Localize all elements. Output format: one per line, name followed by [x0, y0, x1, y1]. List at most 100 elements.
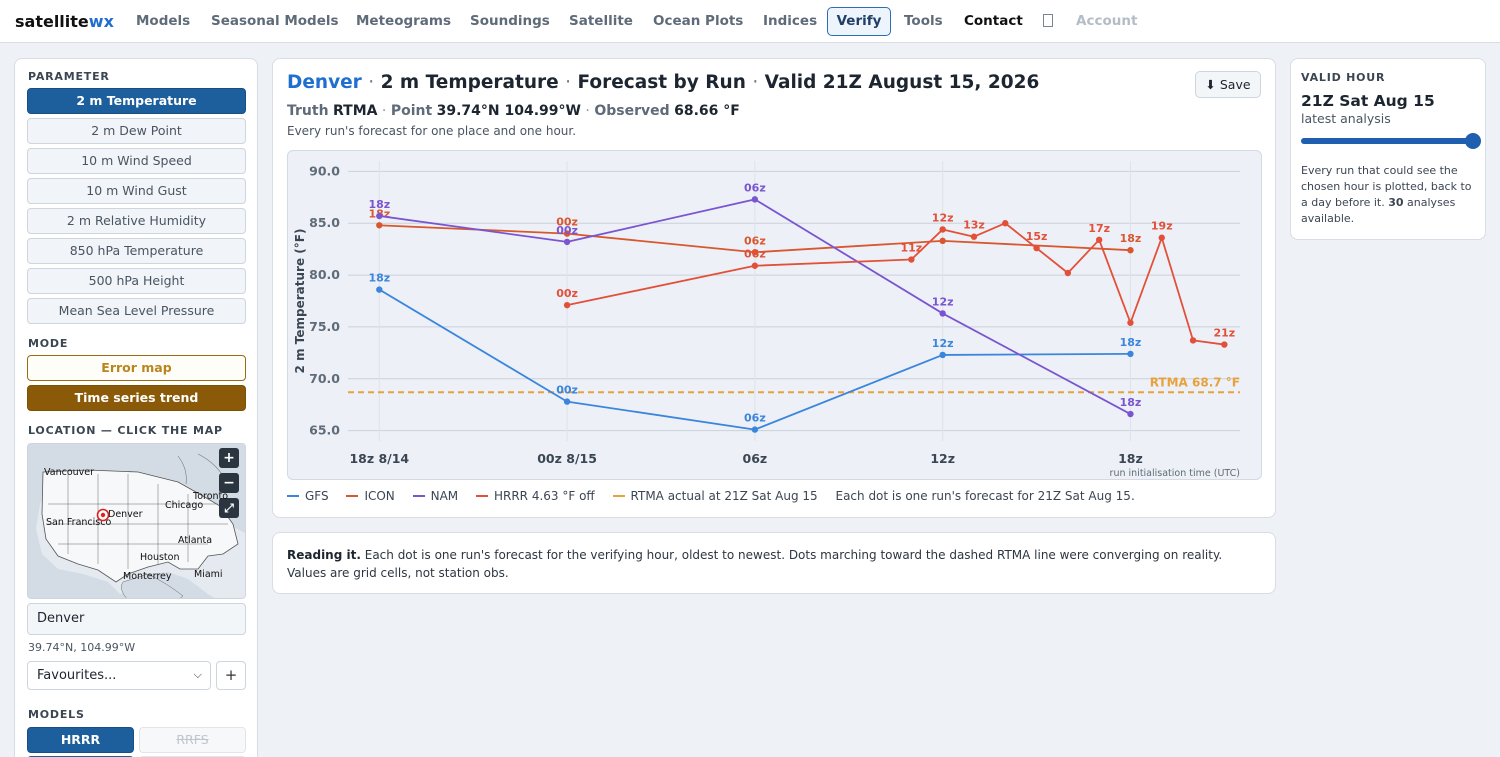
top-nav: satellitewx Models Seasonal Models Meteo… [0, 0, 1500, 43]
note-text: Every run that could see the chosen hour… [1301, 164, 1472, 209]
title-valid: Valid 21Z August 15, 2026 [764, 72, 1040, 93]
theme-toggle-icon[interactable] [1043, 14, 1053, 31]
legend-item-gfs[interactable]: GFS [287, 489, 329, 503]
model-hrrr-button[interactable]: HRRR [27, 727, 134, 753]
x-tick-label: 12z [930, 451, 955, 466]
observed-value: 68.66 °F [674, 103, 740, 119]
reading-body: Each dot is one run's forecast for the v… [287, 548, 1223, 580]
mode-error-map-button[interactable]: Error map [27, 355, 246, 381]
analyses-count: 30 [1388, 196, 1404, 209]
nav-tools[interactable]: Tools [904, 13, 943, 29]
nav-satellite[interactable]: Satellite [569, 13, 633, 29]
param-10m-wind-gust[interactable]: 10 m Wind Gust [27, 178, 246, 204]
slider-fill [1301, 138, 1473, 144]
observed-key: Observed [594, 103, 670, 119]
add-favourite-button[interactable]: + [216, 661, 246, 690]
data-label-icon: 06z [744, 234, 766, 247]
data-point-icon [563, 230, 571, 237]
data-label-gfs: 06z [744, 412, 766, 425]
legend-label: ICON [364, 489, 395, 503]
model-rrfs-button[interactable]: RRFS [139, 727, 246, 753]
param-10m-wind-speed[interactable]: 10 m Wind Speed [27, 148, 246, 174]
models-label: MODELS [28, 708, 85, 721]
data-point-hrrr [1221, 341, 1228, 348]
y-tick-label: 75.0 [309, 319, 340, 334]
data-point-nam [563, 238, 571, 246]
y-tick-label: 65.0 [309, 423, 340, 438]
y-tick-label: 70.0 [309, 371, 340, 386]
data-point-gfs [563, 398, 571, 405]
nav-contact[interactable]: Contact [964, 13, 1023, 29]
note-text-end: analyses available. [1301, 196, 1456, 225]
param-2m-relative-humidity[interactable]: 2 m Relative Humidity [27, 208, 246, 234]
nav-models[interactable]: Models [136, 13, 191, 29]
expand-map-button[interactable]: ⤢ [219, 498, 239, 518]
nav-account[interactable]: Account [1076, 13, 1138, 29]
data-point-hrrr [939, 226, 946, 233]
legend-swatch [287, 494, 299, 497]
param-2m-dew-point[interactable]: 2 m Dew Point [27, 118, 246, 144]
favourites-select[interactable]: Favourites... ⌵ [27, 661, 211, 690]
mode-time-series-button[interactable]: Time series trend [27, 385, 246, 411]
city-label-toronto: Toronto [193, 491, 229, 502]
data-label-nam: 06z [744, 181, 766, 194]
data-point-icon [1127, 246, 1134, 254]
rtma-reference-label: RTMA 68.7 °F [1150, 375, 1240, 389]
y-tick-label: 90.0 [309, 163, 340, 178]
legend-item-icon[interactable]: ICON [346, 489, 395, 503]
x-tick-label: 00z 8/15 [537, 451, 597, 466]
title-sep: · [368, 72, 375, 93]
location-label: LOCATION — CLICK THE MAP [28, 424, 223, 437]
valid-hour-slider[interactable] [1301, 133, 1481, 149]
param-850hpa-temperature[interactable]: 850 hPa Temperature [27, 238, 246, 264]
nav-meteograms[interactable]: Meteograms [356, 13, 452, 29]
zoom-out-button[interactable]: − [219, 473, 239, 493]
param-mslp[interactable]: Mean Sea Level Pressure [27, 298, 246, 324]
title-sep: · [752, 72, 759, 93]
data-label-hrrr: 06z [744, 248, 766, 261]
sub-sep: · [381, 103, 387, 119]
data-point-hrrr [970, 233, 978, 240]
data-point-hrrr [563, 301, 571, 309]
chart-description: Every run's forecast for one place and o… [287, 124, 577, 138]
city-label-miami: Miami [194, 569, 223, 580]
data-point-nam [751, 196, 759, 203]
legend-label: HRRR 4.63 °F off [493, 489, 595, 503]
data-label-icon: 00z [556, 216, 578, 229]
legend-item-nam[interactable]: NAM [412, 489, 458, 503]
legend-label: RTMA actual at 21Z Sat Aug 15 [630, 489, 818, 503]
data-point-gfs [939, 351, 946, 359]
data-label-gfs: 18z [1120, 336, 1142, 349]
page-title: Denver · 2 m Temperature · Forecast by R… [287, 72, 1039, 93]
selected-location-marker [96, 508, 110, 522]
nav-seasonal-models[interactable]: Seasonal Models [211, 13, 339, 29]
data-point-icon [939, 237, 946, 245]
nav-soundings[interactable]: Soundings [470, 13, 550, 29]
brand-logo[interactable]: satellitewx [15, 12, 114, 31]
data-label-hrrr: 17z [1088, 222, 1110, 235]
data-label-gfs: 18z [368, 272, 390, 285]
nav-verify[interactable]: Verify [827, 7, 891, 36]
param-500hpa-height[interactable]: 500 hPa Height [27, 268, 246, 294]
legend-item-hrrr[interactable]: HRRR 4.63 °F off [475, 489, 595, 503]
zoom-in-button[interactable]: + [219, 448, 239, 468]
data-label-gfs: 12z [932, 337, 954, 350]
city-label-vancouver: Vancouver [44, 467, 95, 478]
legend-item-rtma[interactable]: RTMA actual at 21Z Sat Aug 15 [612, 489, 818, 503]
chevron-down-icon: ⌵ [193, 668, 202, 681]
nav-ocean-plots[interactable]: Ocean Plots [653, 13, 744, 29]
location-map[interactable]: + − ⤢ Vancouver Toronto Chicago Denver S… [27, 443, 246, 599]
data-label-hrrr: 19z [1151, 220, 1173, 233]
data-label-nam: 00z [556, 224, 578, 237]
title-mode: Forecast by Run [577, 72, 746, 93]
nav-indices[interactable]: Indices [763, 13, 818, 29]
title-city: Denver [287, 72, 362, 93]
param-2m-temperature[interactable]: 2 m Temperature [27, 88, 246, 114]
data-label-icon: 18z [1120, 232, 1142, 245]
data-point-hrrr [1189, 337, 1197, 344]
brand-accent: wx [88, 12, 114, 31]
save-button[interactable]: ⬇ Save [1195, 71, 1261, 98]
location-input[interactable]: Denver [27, 603, 246, 635]
slider-thumb[interactable] [1465, 133, 1481, 149]
reading-lead: Reading it. [287, 548, 361, 562]
